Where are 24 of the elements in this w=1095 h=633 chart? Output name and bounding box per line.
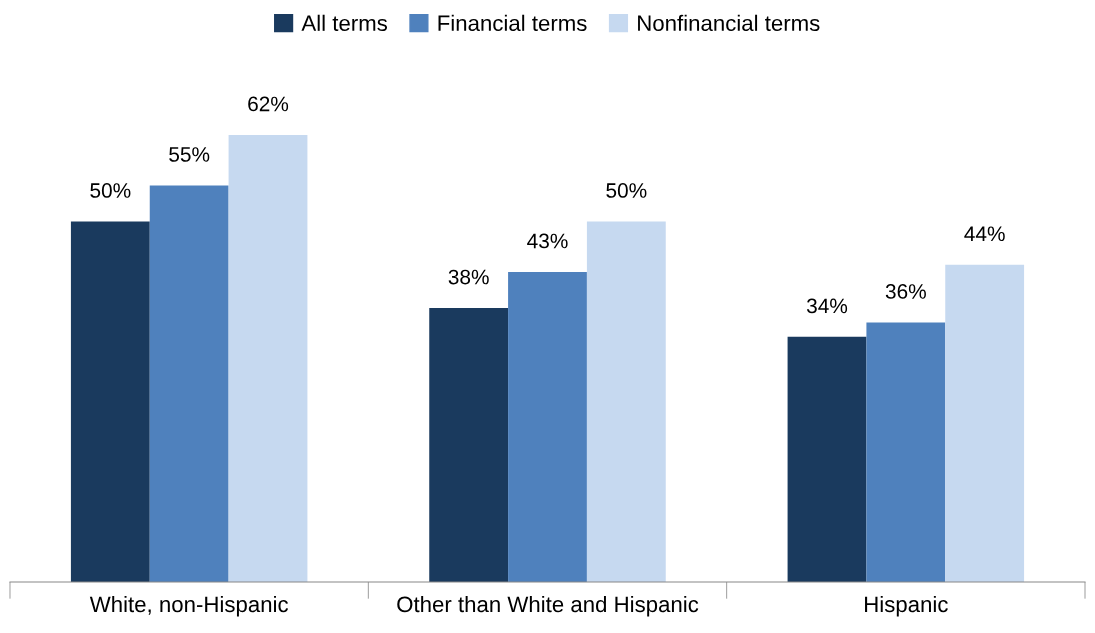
bar: [429, 307, 509, 582]
data-label: 36%: [885, 284, 926, 299]
bar: [228, 134, 308, 582]
data-label: 38%: [448, 269, 489, 285]
data-label: 44%: [964, 226, 1005, 242]
legend-label: Nonfinancial terms: [638, 14, 820, 32]
data-label: 50%: [90, 183, 131, 198]
legend-label: Financial terms: [438, 14, 587, 32]
bar: [586, 221, 666, 582]
data-label: 62%: [248, 96, 289, 112]
data-label: 55%: [169, 147, 210, 162]
data-label: 43%: [527, 233, 568, 249]
bar: [149, 185, 229, 582]
x-tick-label: Hispanic: [865, 595, 948, 617]
bar: [787, 336, 867, 582]
data-label: 50%: [606, 183, 647, 198]
x-tick-label: Other than White and Hispanic: [397, 595, 699, 617]
x-tick-label: White, non-Hispanic: [89, 595, 289, 617]
bar: [70, 221, 150, 582]
bar: [508, 271, 587, 582]
data-label: 34%: [806, 298, 848, 314]
bar: [866, 322, 946, 582]
legend-label: All terms: [301, 14, 388, 32]
bar: [945, 264, 1025, 582]
